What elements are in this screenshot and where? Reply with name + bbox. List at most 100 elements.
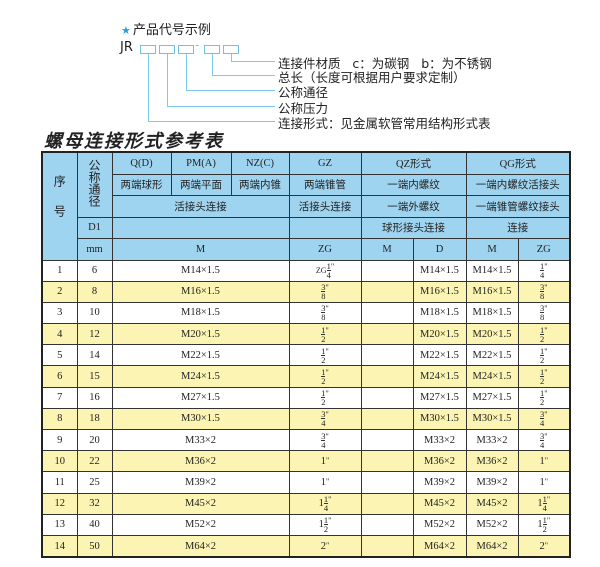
inch-mark: " <box>325 368 329 378</box>
cell-no: 10 <box>41 450 78 473</box>
cell-m: M27×1.5 <box>111 386 290 409</box>
whole-part: 1 <box>318 498 324 510</box>
cell-qz-d: M30×1.5 <box>412 407 467 431</box>
cell-zg: 3 4 " <box>288 428 362 452</box>
cell-qz-m <box>360 407 414 431</box>
inch-mark: " <box>544 431 548 441</box>
header-gz: GZ <box>288 151 362 175</box>
header-gz-desc: 两端锥管 <box>288 173 362 196</box>
cell-qz-d: M52×2 <box>412 513 467 536</box>
cell-qz-m <box>360 323 414 346</box>
inch-mark: " <box>544 476 549 486</box>
zg-prefix: ZG <box>315 266 327 275</box>
header-q-desc: 两端球形 <box>111 173 172 196</box>
cell-qg-zg: 3 4 " <box>517 428 571 452</box>
connector-line <box>148 54 149 122</box>
cell-m: M16×1.5 <box>111 280 290 303</box>
denominator: 4 <box>542 503 547 514</box>
cell-qz-m <box>360 280 414 303</box>
header-qg-desc3: 连接 <box>465 216 571 239</box>
inch-mark: " <box>328 516 332 526</box>
cell-qz-d: M14×1.5 <box>412 259 467 282</box>
cell-qz-d: M24×1.5 <box>412 365 467 388</box>
cell-qz-d: M16×1.5 <box>412 280 467 303</box>
cell-m: M14×1.5 <box>111 259 290 282</box>
inch-mark: " <box>325 431 329 441</box>
whole-part: 1 <box>539 455 545 467</box>
inch-mark: " <box>325 410 329 420</box>
cell-zg: ZG 1 4 " <box>288 259 362 282</box>
numerator: 1 <box>321 388 326 399</box>
cell-qg-m: M52×2 <box>465 513 519 536</box>
whole-part: 1 <box>320 476 326 488</box>
cell-m: M45×2 <box>111 492 290 515</box>
inch-mark: " <box>328 495 332 505</box>
cell-dn: 16 <box>76 386 113 409</box>
numerator: 3 <box>540 282 545 293</box>
cell-zg: 1" <box>288 471 362 494</box>
numerator: 1 <box>540 388 545 399</box>
cell-qg-m: M20×1.5 <box>465 323 519 346</box>
header-qz: QZ形式 <box>360 151 467 175</box>
numerator: 1 <box>321 367 326 378</box>
cell-qg-zg: 1 2 " <box>517 365 571 388</box>
cell-no: 14 <box>41 534 78 558</box>
table-row: 7 16 M27×1.5 1 2 " M27×1.5 M27×1.5 1 2 " <box>41 386 571 409</box>
inch-mark: " <box>546 495 551 505</box>
cell-zg: 1 1 2 " <box>288 513 362 536</box>
table-row: 11 25 M39×2 1" M39×2 M39×2 1" <box>41 471 571 494</box>
header-col-qz-m: M <box>360 238 414 261</box>
header-mm: mm <box>76 238 113 261</box>
cell-dn: 22 <box>76 450 113 473</box>
cell-qg-zg: 1 2 " <box>517 323 571 346</box>
denominator: 4 <box>326 270 331 281</box>
label-material: 连接件材质 c：为碳钢 b：为不锈钢 <box>278 56 492 71</box>
cell-dn: 20 <box>76 428 113 452</box>
cell-dn: 15 <box>76 365 113 388</box>
inch-mark: " <box>325 455 330 465</box>
numerator: 3 <box>321 282 326 293</box>
cell-qg-zg: 1" <box>517 471 571 494</box>
cell-dn: 8 <box>76 280 113 303</box>
numerator: 3 <box>540 303 545 314</box>
denominator: 2 <box>540 333 545 344</box>
header-col-qg-m: M <box>465 238 519 261</box>
table-row: 13 40 M52×2 1 1 2 " M52×2 M52×2 1 1 2 " <box>41 513 571 536</box>
header-col-qz-d: D <box>412 238 467 261</box>
cell-zg: 1 2 " <box>288 386 362 409</box>
cell-dn: 50 <box>76 534 113 558</box>
cell-zg: 1 2 " <box>288 365 362 388</box>
cell-no: 4 <box>41 323 78 346</box>
inch-mark: " <box>544 368 548 378</box>
cell-qz-m <box>360 513 414 536</box>
cell-qg-m: M36×2 <box>465 450 519 473</box>
code-box-length <box>204 45 220 54</box>
whole-part: 1 <box>537 519 543 531</box>
cell-qz-m <box>360 492 414 515</box>
cell-zg: 1 2 " <box>288 344 362 367</box>
header-nominal: 公称通径 <box>76 151 113 218</box>
cell-no: 11 <box>41 471 78 494</box>
numerator: 3 <box>321 430 326 441</box>
denominator: 4 <box>323 503 329 514</box>
connector-line <box>212 75 275 76</box>
connector-line <box>231 61 275 62</box>
cell-no: 5 <box>41 344 78 367</box>
nut-connection-table: 序号 公称通径 Q(D) PM(A) NZ(C) GZ QZ形式 QG形式 两端… <box>41 151 572 559</box>
cell-zg: 1 1 4 " <box>288 492 362 515</box>
cell-no: 13 <box>41 513 78 536</box>
denominator: 4 <box>321 439 326 450</box>
numerator: 3 <box>540 430 545 441</box>
cell-qz-m <box>360 450 414 473</box>
table-row: 5 14 M22×1.5 1 2 " M22×1.5 M22×1.5 1 2 " <box>41 344 571 367</box>
header-qz-desc3: 球形接头连接 <box>360 216 467 239</box>
connector-line <box>167 54 168 107</box>
